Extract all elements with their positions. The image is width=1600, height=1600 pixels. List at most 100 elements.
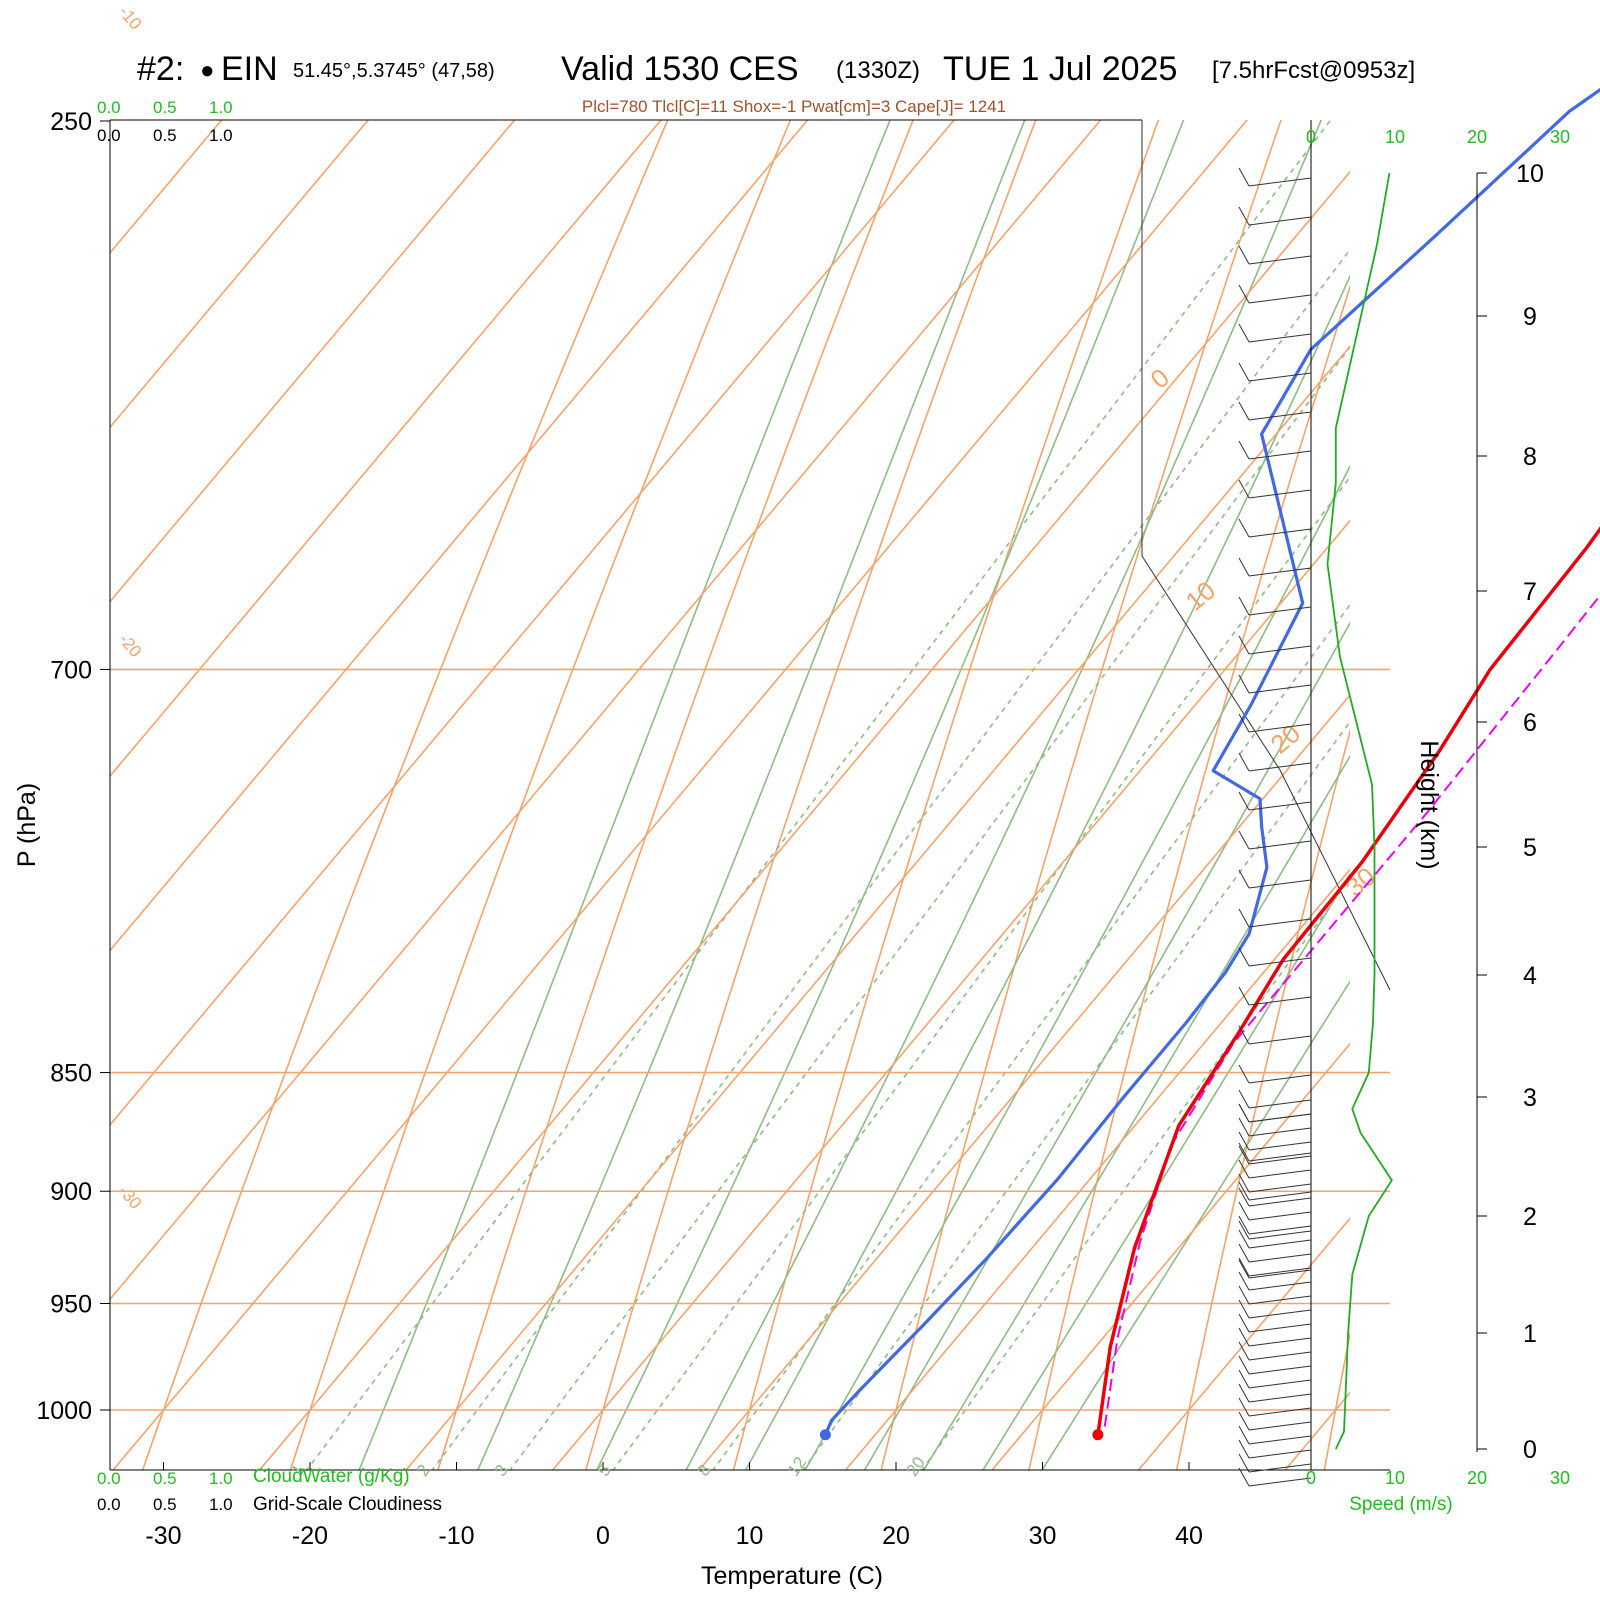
dry-adiabat [1175,728,1350,1470]
isotherm-line [110,120,956,1127]
isotherm-line [698,693,1350,1470]
barb-flag [1238,713,1250,733]
height-tick-label: 1 [1523,1320,1537,1348]
moist-adiabat [685,120,1323,1470]
barb-staff [1248,996,1312,1006]
barb-flag [1238,1173,1250,1193]
date-label: TUE 1 Jul 2025 [943,50,1177,88]
cloudiness-tick: 1.0 [209,126,233,145]
moist-adiabat [922,754,1350,1470]
valid-label: Valid 1530 CES [561,50,799,88]
barb-staff [1248,1225,1312,1235]
barb-staff [1248,1155,1312,1165]
barb-flag [1238,1089,1250,1109]
dry-adiabat [732,120,1160,1470]
y-axis-title: P (hPa) [13,783,41,867]
barb-flag [1238,1271,1250,1291]
barb-staff [1248,1269,1312,1279]
station-location: 51.45°,5.3745° (47,58) [293,60,495,82]
cloudwater-tick: 0.5 [153,98,177,117]
height-tick-label: 0 [1523,1436,1537,1464]
isotherm-line [551,519,1350,1470]
barb-flag [1238,1453,1250,1473]
temperature-line [1096,526,1600,1436]
barb-flag [1238,1220,1250,1240]
height-tick-label: 5 [1523,834,1537,862]
barb-staff [1248,1152,1312,1162]
barb-flag [1238,908,1250,928]
barb-flag [1238,752,1250,772]
dry-adiabat [437,120,914,1470]
dry-adiabat [880,120,1282,1470]
height-tick-label: 7 [1523,578,1537,606]
height-tick-label: 9 [1523,303,1537,331]
barb-staff [1248,1379,1312,1389]
pressure-tick-label: 700 [50,656,92,684]
wind-barbs [1238,167,1312,1487]
barb-staff [1248,918,1312,928]
cloudwater-scale-bottom: 0.0 0.5 1.0 CloudWater (g/Kg) 0.0 0.5 1.… [97,1466,442,1515]
barb-staff [1248,1295,1312,1305]
isotherm-line [110,120,370,429]
barb-flag [1238,1025,1250,1045]
barb-staff [1248,333,1312,343]
speed-tick-top: 20 [1467,127,1487,147]
barb-flag [1238,1201,1250,1221]
barb-flag [1238,596,1250,616]
dry-adiabats [141,120,1350,1470]
dewpoint-line [823,87,1600,1436]
isotherms [0,0,1600,1511]
isotherm-line [0,0,1600,1511]
dry-adiabat [289,120,792,1470]
dry-adiabat [141,120,669,1470]
barb-flag [1238,362,1250,382]
utc-time: (1330Z) [836,57,920,84]
mixing-ratio-line [431,248,1350,1470]
barb-staff [1248,1309,1312,1319]
x-tick-label: 40 [1175,1522,1203,1550]
wind-speed-panel [1310,120,1393,1471]
height-tick-label: 10 [1516,160,1544,188]
barb-staff [1248,1169,1312,1179]
barb-staff [1248,489,1312,499]
barb-flag [1238,674,1250,694]
barb-flag [1238,1229,1250,1249]
cloudiness-tick: 0.0 [97,1495,121,1514]
moist-adiabat [595,120,1185,1470]
cloudwater-tick: 0.0 [97,1469,121,1488]
barb-flag [1238,206,1250,226]
barb-staff [1248,177,1312,187]
speed-tick-bottom: 30 [1550,1468,1570,1488]
isotherm-label: -20 [115,630,145,661]
wind-speed-line [1326,172,1393,1450]
x-tick-label: 20 [882,1522,910,1550]
barb-staff [1248,1113,1312,1123]
barb-staff [1248,1463,1312,1473]
barb-flag [1238,1425,1250,1445]
isotherm-line [0,0,1600,1511]
height-tick-label: 6 [1523,709,1537,737]
barb-staff [1248,1239,1312,1249]
speed-scale: 0 10 20 30 0 10 20 30 Speed (m/s) [1306,127,1570,1515]
barb-staff [1248,1074,1312,1084]
barb-flag [1238,557,1250,577]
x-tick-label: 0 [596,1522,610,1550]
moist-adiabat [358,120,891,1470]
mixing-ratio-label: 3 [491,1461,512,1480]
barb-staff [1248,567,1312,577]
barb-flag [1238,1341,1250,1361]
barb-flag [1238,401,1250,421]
barb-staff [1248,1351,1312,1361]
barb-staff [1248,255,1312,265]
cloudiness-tick: 1.0 [209,1495,233,1514]
surface-dewpoint-marker [819,1429,831,1441]
barb-staff [1248,216,1312,226]
mixing-ratio-line [712,603,1350,1470]
parcel-path [1103,593,1600,1427]
station-marker-icon: ● [200,57,215,84]
mixing-ratio-label: 12 [784,1453,810,1479]
moist-adiabats [358,120,1350,1470]
barb-staff [1248,1127,1312,1137]
mixing-ratio-line [509,345,1350,1470]
barb-staff [1248,528,1312,538]
